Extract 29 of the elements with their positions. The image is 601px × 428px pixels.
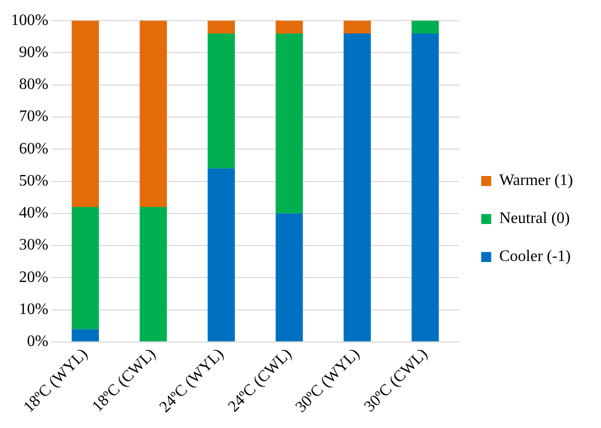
y-tick-label: 10% bbox=[19, 301, 48, 318]
y-tick-label: 30% bbox=[19, 236, 48, 254]
bar bbox=[344, 20, 371, 34]
bar bbox=[208, 20, 235, 34]
y-tick-label: 100% bbox=[11, 12, 48, 29]
bar bbox=[276, 213, 303, 342]
bar bbox=[208, 33, 235, 168]
y-tick-label: 90% bbox=[19, 44, 48, 61]
legend-label: Warmer (1) bbox=[499, 172, 573, 190]
bar bbox=[412, 33, 439, 342]
bar bbox=[208, 168, 235, 342]
y-tick-label: 50% bbox=[19, 172, 48, 190]
bar bbox=[344, 33, 371, 342]
y-tick-label: 20% bbox=[19, 268, 48, 286]
legend-label: Cooler (-1) bbox=[499, 248, 571, 266]
legend-label: Neutral (0) bbox=[499, 210, 570, 228]
y-tick-label: 80% bbox=[19, 76, 48, 94]
bar bbox=[140, 206, 167, 342]
bar bbox=[72, 329, 99, 342]
bar bbox=[276, 20, 303, 34]
bar bbox=[412, 20, 439, 34]
y-tick-label: 0% bbox=[27, 333, 48, 350]
y-tick-label: 70% bbox=[19, 108, 48, 126]
bar bbox=[276, 33, 303, 214]
bar bbox=[72, 20, 99, 207]
bar bbox=[140, 20, 167, 207]
y-tick-label: 60% bbox=[19, 140, 48, 158]
y-tick-label: 40% bbox=[19, 204, 48, 222]
bar bbox=[72, 206, 99, 330]
